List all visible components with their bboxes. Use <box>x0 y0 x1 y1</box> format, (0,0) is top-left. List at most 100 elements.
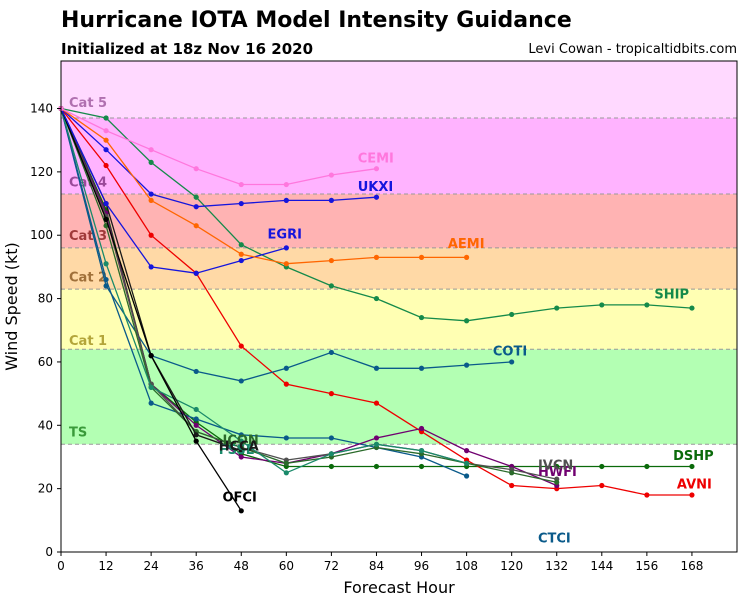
point-egri <box>238 257 244 264</box>
plot-frame <box>60 60 738 553</box>
point-avni <box>283 381 289 387</box>
point-cemi <box>103 128 109 134</box>
point-aemi <box>148 197 154 203</box>
point-ship <box>644 302 650 308</box>
x-tick-label: 36 <box>189 559 204 573</box>
point-ukxi <box>328 197 334 203</box>
point-ship <box>328 283 334 289</box>
point-dshp <box>689 463 695 470</box>
point-fsse <box>328 451 334 457</box>
series-label-egri: EGRI <box>268 227 302 242</box>
point-ofci <box>148 353 154 359</box>
point-ctci <box>103 276 109 283</box>
band-cat-4 <box>61 118 737 195</box>
point-aemi <box>328 257 334 264</box>
series-label-ship: SHIP <box>654 288 689 303</box>
x-axis-label: Forecast Hour <box>343 578 455 597</box>
series-label-dshp: DSHP <box>673 449 714 464</box>
point-aemi <box>418 254 425 260</box>
x-tick-label: 144 <box>590 559 613 573</box>
band-label-cat-1: Cat 1 <box>69 334 107 349</box>
chart-title: Hurricane IOTA Model Intensity Guidance <box>61 8 572 33</box>
point-cemi <box>148 147 154 153</box>
series-line-icon <box>60 108 557 483</box>
point-dshp <box>644 463 650 470</box>
point-ship <box>373 295 380 302</box>
point-hwfi <box>238 454 244 460</box>
point-icon <box>283 460 289 466</box>
point-avni <box>644 492 650 498</box>
band-label-cat-3: Cat 3 <box>69 229 107 244</box>
x-tick-label: 132 <box>545 559 568 573</box>
point-dshp <box>373 463 380 470</box>
point-coti <box>283 365 289 371</box>
point-fsse <box>148 384 154 390</box>
point-coti <box>328 349 334 356</box>
point-avni <box>509 482 515 489</box>
point-dshp <box>599 463 605 470</box>
point-coti <box>193 368 199 375</box>
point-avni <box>328 391 334 397</box>
point-fsse <box>418 448 425 454</box>
series-label-ofci: OFCI <box>222 490 256 505</box>
series-label-ivcn: IVCN <box>538 459 573 474</box>
point-dshp <box>328 463 334 470</box>
series-label-avni: AVNI <box>677 478 712 493</box>
chart-subtitle: Initialized at 18z Nov 16 2020 <box>61 40 314 58</box>
point-ship <box>238 242 244 248</box>
point-ship <box>509 311 515 318</box>
point-avni <box>148 232 154 238</box>
x-tick-label: 120 <box>500 559 523 573</box>
point-ship <box>599 302 605 308</box>
point-ctci <box>283 435 289 441</box>
x-tick-label: 24 <box>143 559 158 573</box>
chart-credit: Levi Cowan - tropicaltidbits.com <box>528 42 737 57</box>
point-ship <box>148 159 154 165</box>
point-dshp <box>418 463 425 470</box>
point-hwfi <box>373 435 380 441</box>
point-ukxi <box>103 147 109 153</box>
series-label-ctci: CTCI <box>538 531 571 546</box>
point-ofci <box>103 216 109 222</box>
point-egri <box>193 270 199 276</box>
point-ctci <box>328 435 334 441</box>
band-label-cat-2: Cat 2 <box>69 270 107 285</box>
point-cemi <box>328 172 334 178</box>
x-tick-label: 72 <box>324 559 339 573</box>
point-ship <box>464 318 470 324</box>
y-tick-label: 80 <box>38 292 53 306</box>
point-ship <box>418 314 425 321</box>
point-cemi <box>238 181 244 188</box>
x-tick-label: 48 <box>234 559 249 573</box>
point-avni <box>103 162 109 169</box>
y-tick-label: 0 <box>45 545 53 559</box>
series-label-coti: COTI <box>493 345 527 360</box>
x-tick-label: 96 <box>414 559 429 573</box>
point-coti <box>464 362 470 368</box>
point-avni <box>689 492 695 498</box>
x-tick-label: 60 <box>279 559 294 573</box>
x-axis: 0 12 24 36 48 60 72 84 96 108 120 132 144 156 168 <box>57 552 703 573</box>
point-ukxi <box>148 191 154 197</box>
point-icon <box>554 479 560 485</box>
y-tick-label: 60 <box>38 355 53 369</box>
series-line-ctci <box>60 108 467 477</box>
point-ukxi <box>238 200 244 207</box>
point-aemi <box>283 261 289 267</box>
point-fsse <box>464 460 470 466</box>
point-egri <box>103 200 109 207</box>
point-ukxi <box>373 194 380 200</box>
series-line-cemi <box>60 107 377 186</box>
category-threshold-lines <box>61 117 737 445</box>
x-tick-label: 0 <box>57 559 65 573</box>
series-line-ukxi <box>60 108 377 208</box>
series-label-aemi: AEMI <box>448 237 485 252</box>
point-dshp <box>554 463 560 470</box>
series-line-fsse <box>60 108 467 474</box>
point-avni <box>238 343 244 349</box>
point-ukxi <box>283 197 289 203</box>
point-coti <box>418 365 425 371</box>
point-cemi <box>373 166 380 172</box>
point-icon <box>509 470 515 476</box>
point-hwfi <box>464 448 470 454</box>
